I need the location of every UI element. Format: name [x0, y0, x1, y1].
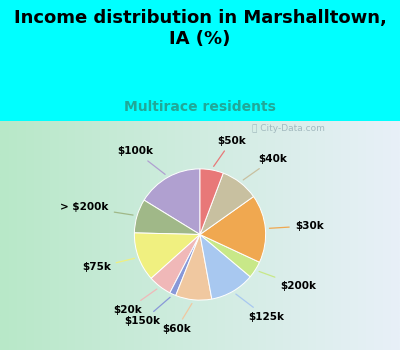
Text: $75k: $75k [82, 258, 134, 272]
Text: $40k: $40k [243, 154, 287, 180]
Text: $20k: $20k [113, 289, 157, 315]
Text: $60k: $60k [162, 303, 192, 334]
Wedge shape [200, 173, 254, 234]
Wedge shape [200, 234, 250, 299]
Text: $50k: $50k [214, 136, 246, 166]
Wedge shape [170, 234, 200, 295]
Wedge shape [134, 233, 200, 278]
Text: $30k: $30k [270, 221, 324, 231]
Text: Income distribution in Marshalltown,
IA (%): Income distribution in Marshalltown, IA … [14, 9, 386, 48]
Wedge shape [176, 234, 212, 300]
Text: ⓘ City-Data.com: ⓘ City-Data.com [252, 124, 325, 133]
Wedge shape [144, 169, 200, 234]
Wedge shape [200, 169, 223, 234]
Wedge shape [200, 234, 260, 277]
Text: $100k: $100k [118, 146, 165, 174]
Text: Multirace residents: Multirace residents [124, 100, 276, 114]
Text: > $200k: > $200k [60, 203, 133, 215]
Text: $200k: $200k [259, 272, 316, 290]
Wedge shape [200, 197, 266, 262]
Wedge shape [151, 234, 200, 293]
Text: $150k: $150k [124, 297, 170, 326]
Text: $125k: $125k [236, 294, 284, 322]
Wedge shape [134, 200, 200, 235]
